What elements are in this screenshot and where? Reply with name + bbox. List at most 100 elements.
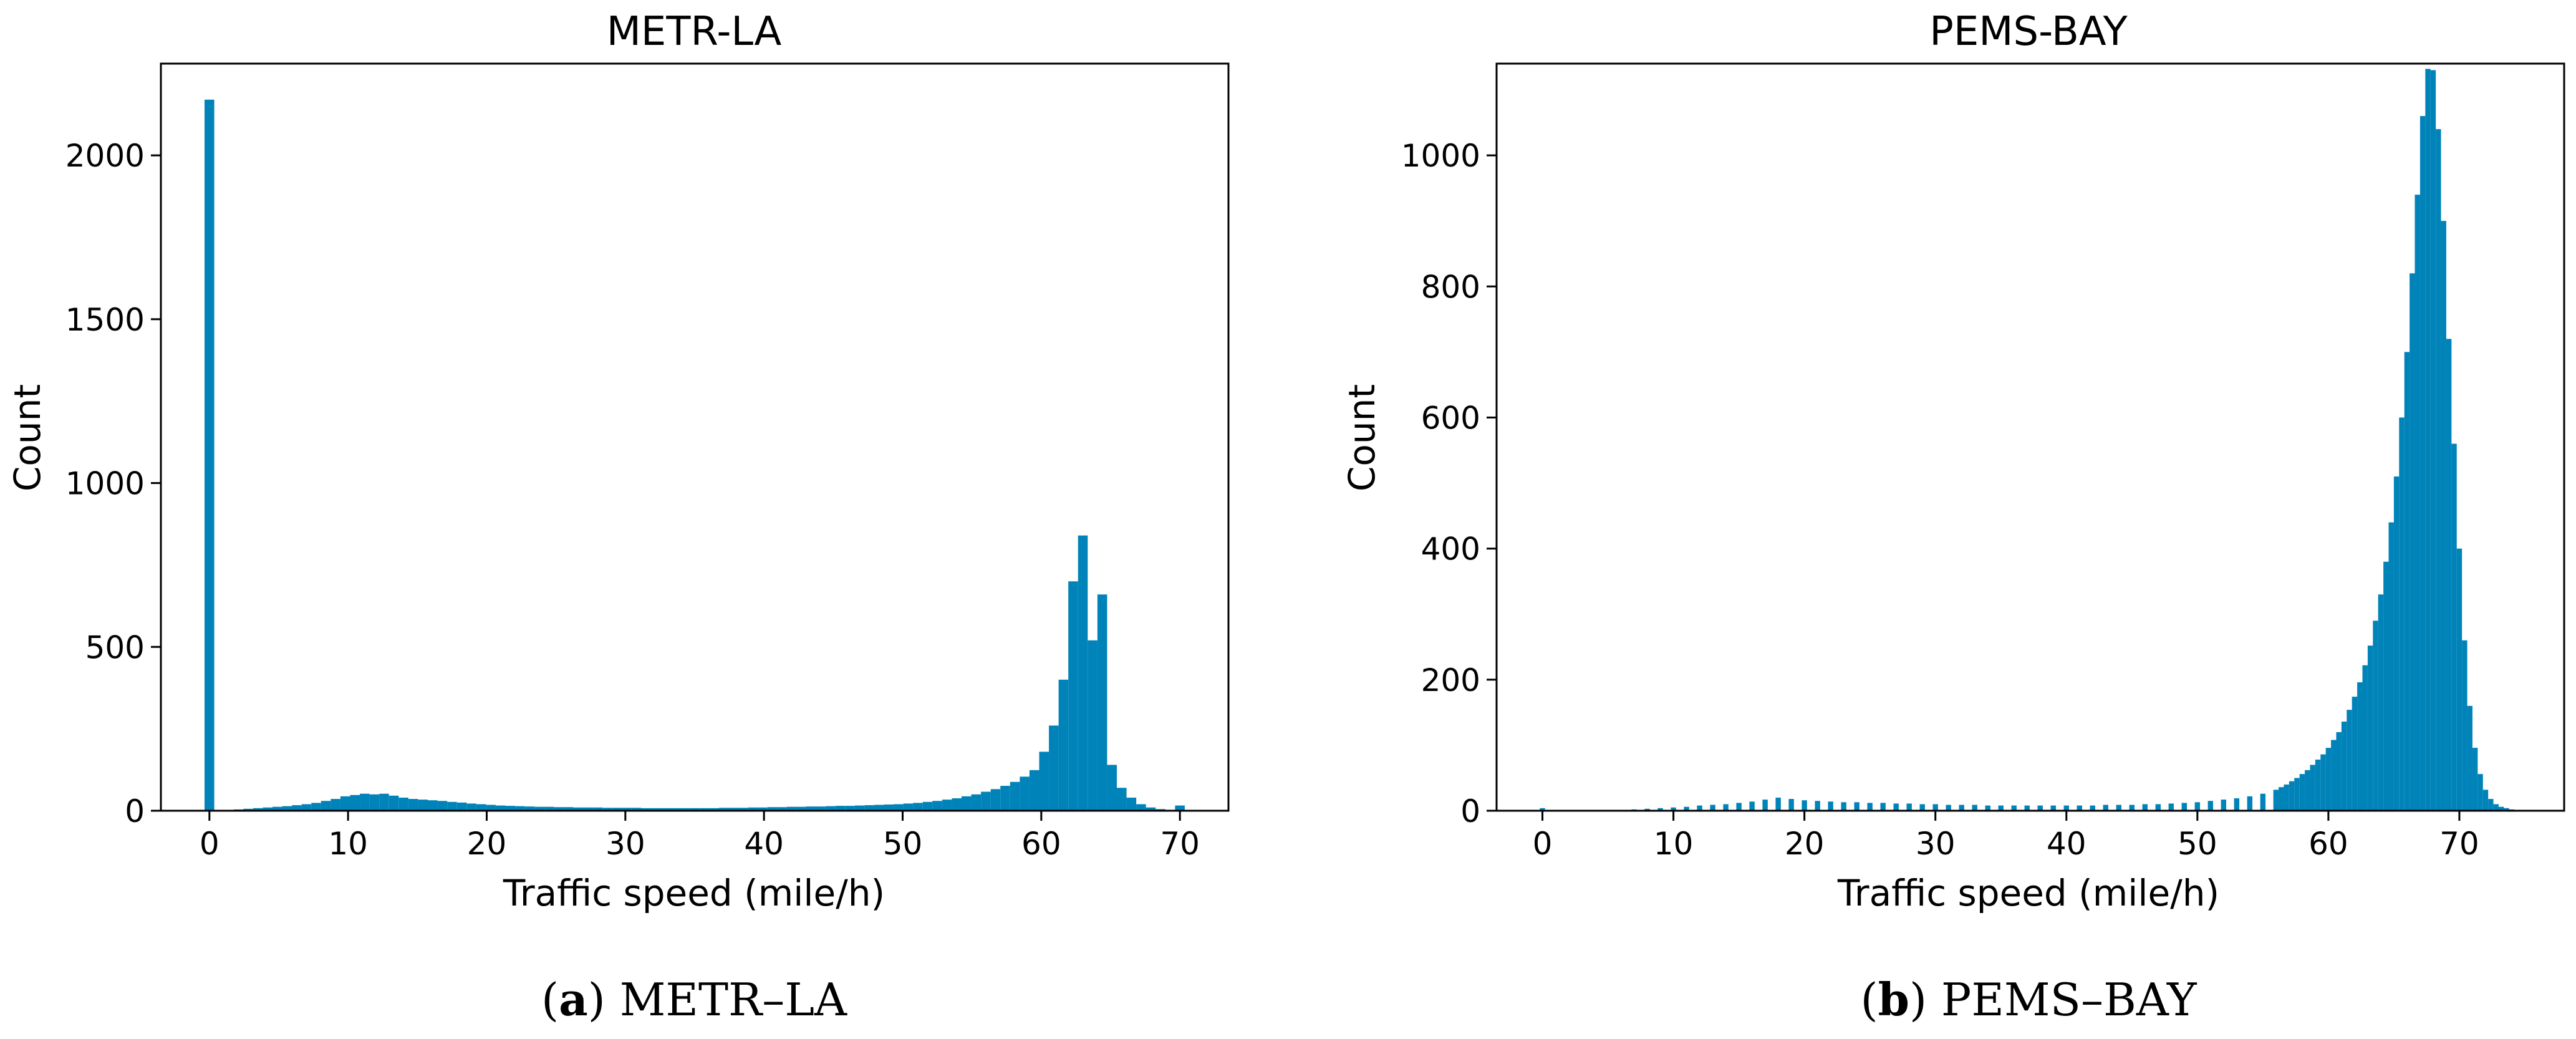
bar-metr-la-5 bbox=[272, 806, 282, 811]
bar-pems-bay-29 bbox=[1985, 805, 1990, 811]
x-tick-label-pems-bay-0: 0 bbox=[1533, 826, 1553, 862]
bar-metr-la-24 bbox=[456, 802, 467, 811]
y-tick-label-pems-bay-4: 800 bbox=[1421, 269, 1480, 305]
x-tick-label-metr-la-2: 20 bbox=[467, 826, 507, 862]
y-tick-label-pems-bay-0: 0 bbox=[1460, 793, 1480, 829]
bar-metr-la-28 bbox=[495, 805, 506, 811]
bar-metr-la-25 bbox=[466, 803, 476, 811]
bar-metr-la-41 bbox=[622, 808, 632, 811]
bar-metr-la-91 bbox=[1107, 765, 1117, 811]
bar-metr-la-13 bbox=[350, 795, 360, 811]
bar-metr-la-26 bbox=[476, 804, 486, 811]
bar-pems-bay-41 bbox=[2142, 804, 2148, 811]
bar-metr-la-2 bbox=[243, 808, 253, 811]
bar-pems-bay-33 bbox=[2037, 805, 2043, 811]
bar-metr-la-3 bbox=[253, 808, 263, 811]
bar-metr-la-84 bbox=[1039, 751, 1049, 811]
caption-a-text: METR–LA bbox=[605, 974, 847, 1026]
bar-pems-bay-24 bbox=[1919, 804, 1925, 811]
bar-pems-bay-17 bbox=[1828, 801, 1833, 811]
bar-metr-la-86 bbox=[1058, 679, 1069, 811]
bar-pems-bay-72 bbox=[2383, 561, 2389, 811]
x-tick-label-pems-bay-3: 30 bbox=[1916, 826, 1956, 862]
bar-metr-la-47 bbox=[680, 808, 690, 811]
bar-pems-bay-62 bbox=[2331, 740, 2337, 811]
bar-pems-bay-81 bbox=[2430, 70, 2436, 811]
bar-pems-bay-11 bbox=[1749, 801, 1755, 811]
bar-metr-la-58 bbox=[786, 806, 797, 811]
bar-metr-la-50 bbox=[709, 808, 719, 811]
bar-metr-la-76 bbox=[962, 796, 972, 811]
bar-pems-bay-36 bbox=[2077, 805, 2082, 811]
bar-pems-bay-5 bbox=[1671, 807, 1676, 811]
bar-pems-bay-25 bbox=[1932, 804, 1938, 811]
bar-pems-bay-87 bbox=[2462, 640, 2467, 811]
bar-metr-la-53 bbox=[738, 808, 748, 811]
x-axis-label-metr-la: Traffic speed (mile/h) bbox=[503, 872, 885, 914]
x-tick-label-metr-la-7: 70 bbox=[1160, 826, 1200, 862]
bar-pems-bay-12 bbox=[1762, 800, 1768, 811]
bar-pems-bay-58 bbox=[2310, 765, 2315, 811]
y-tick-label-metr-la-1: 500 bbox=[85, 629, 145, 665]
chart-title-metr-la: METR-LA bbox=[607, 9, 782, 55]
bar-pems-bay-83 bbox=[2441, 221, 2446, 811]
bar-pems-bay-44 bbox=[2181, 803, 2188, 811]
bar-pems-bay-93 bbox=[2493, 804, 2499, 811]
caption-b-text: PEMS–BAY bbox=[1927, 974, 2197, 1026]
bar-pems-bay-65 bbox=[2347, 710, 2352, 811]
bar-pems-bay-45 bbox=[2194, 802, 2201, 811]
bar-pems-bay-89 bbox=[2472, 748, 2478, 811]
bar-pems-bay-47 bbox=[2221, 800, 2227, 811]
bar-metr-la-37 bbox=[583, 807, 593, 811]
chart-pems-bay: PEMS-BAY 0 10 20 30 40 50 60 70 0 200 400 600 800 10… bbox=[1341, 9, 2565, 914]
bar-metr-la-98 bbox=[1175, 805, 1185, 811]
bar-pems-bay-32 bbox=[2024, 805, 2030, 811]
bar-pems-bay-59 bbox=[2315, 760, 2321, 811]
bar-pems-bay-76 bbox=[2404, 352, 2410, 811]
bar-metr-la-14 bbox=[360, 793, 370, 811]
bar-metr-la-75 bbox=[952, 798, 962, 811]
bar-pems-bay-7 bbox=[1697, 805, 1702, 811]
y-tick-label-pems-bay-2: 400 bbox=[1421, 531, 1480, 568]
bar-pems-bay-38 bbox=[2103, 805, 2108, 811]
bar-metr-la-78 bbox=[981, 791, 991, 811]
bar-pems-bay-92 bbox=[2488, 799, 2494, 811]
bar-pems-bay-3 bbox=[1644, 808, 1650, 811]
x-tick-label-pems-bay-6: 60 bbox=[2308, 826, 2348, 862]
bar-metr-la-27 bbox=[486, 805, 496, 811]
bar-pems-bay-42 bbox=[2155, 804, 2161, 811]
bar-pems-bay-0 bbox=[1540, 808, 1545, 811]
bar-pems-bay-23 bbox=[1906, 803, 1912, 811]
bar-pems-bay-48 bbox=[2234, 798, 2240, 811]
bar-metr-la-21 bbox=[428, 800, 438, 811]
y-axis-ticks-metr-la: 0 500 1000 1500 2000 bbox=[65, 138, 161, 829]
bar-pems-bay-55 bbox=[2294, 778, 2300, 811]
bar-metr-la-92 bbox=[1117, 788, 1127, 811]
bar-metr-la-4 bbox=[263, 807, 273, 811]
bar-metr-la-10 bbox=[321, 801, 331, 811]
x-tick-label-pems-bay-1: 10 bbox=[1654, 826, 1694, 862]
bar-pems-bay-84 bbox=[2446, 339, 2452, 811]
bar-pems-bay-31 bbox=[2011, 805, 2017, 811]
bar-metr-la-23 bbox=[447, 801, 457, 811]
bar-metr-la-20 bbox=[418, 800, 428, 811]
bar-pems-bay-28 bbox=[1972, 805, 1977, 811]
bar-metr-la-63 bbox=[835, 806, 846, 811]
bar-metr-la-60 bbox=[806, 806, 816, 811]
bar-pems-bay-71 bbox=[2378, 594, 2384, 811]
caption-a-letter: a bbox=[559, 973, 588, 1026]
bar-metr-la-38 bbox=[592, 807, 603, 811]
bar-metr-la-42 bbox=[631, 808, 642, 811]
bar-metr-la-74 bbox=[942, 800, 952, 811]
bar-metr-la-61 bbox=[816, 806, 826, 811]
bar-pems-bay-82 bbox=[2436, 129, 2441, 811]
bar-metr-la-39 bbox=[602, 808, 612, 811]
y-axis-label-pems-bay: Count bbox=[1341, 384, 1383, 491]
bar-metr-la-12 bbox=[340, 796, 350, 811]
y-tick-label-pems-bay-3: 600 bbox=[1421, 400, 1480, 436]
x-tick-label-pems-bay-4: 40 bbox=[2047, 826, 2086, 862]
bar-metr-la-17 bbox=[388, 795, 399, 811]
bar-metr-la-29 bbox=[505, 806, 516, 811]
bar-pems-bay-86 bbox=[2456, 548, 2463, 811]
